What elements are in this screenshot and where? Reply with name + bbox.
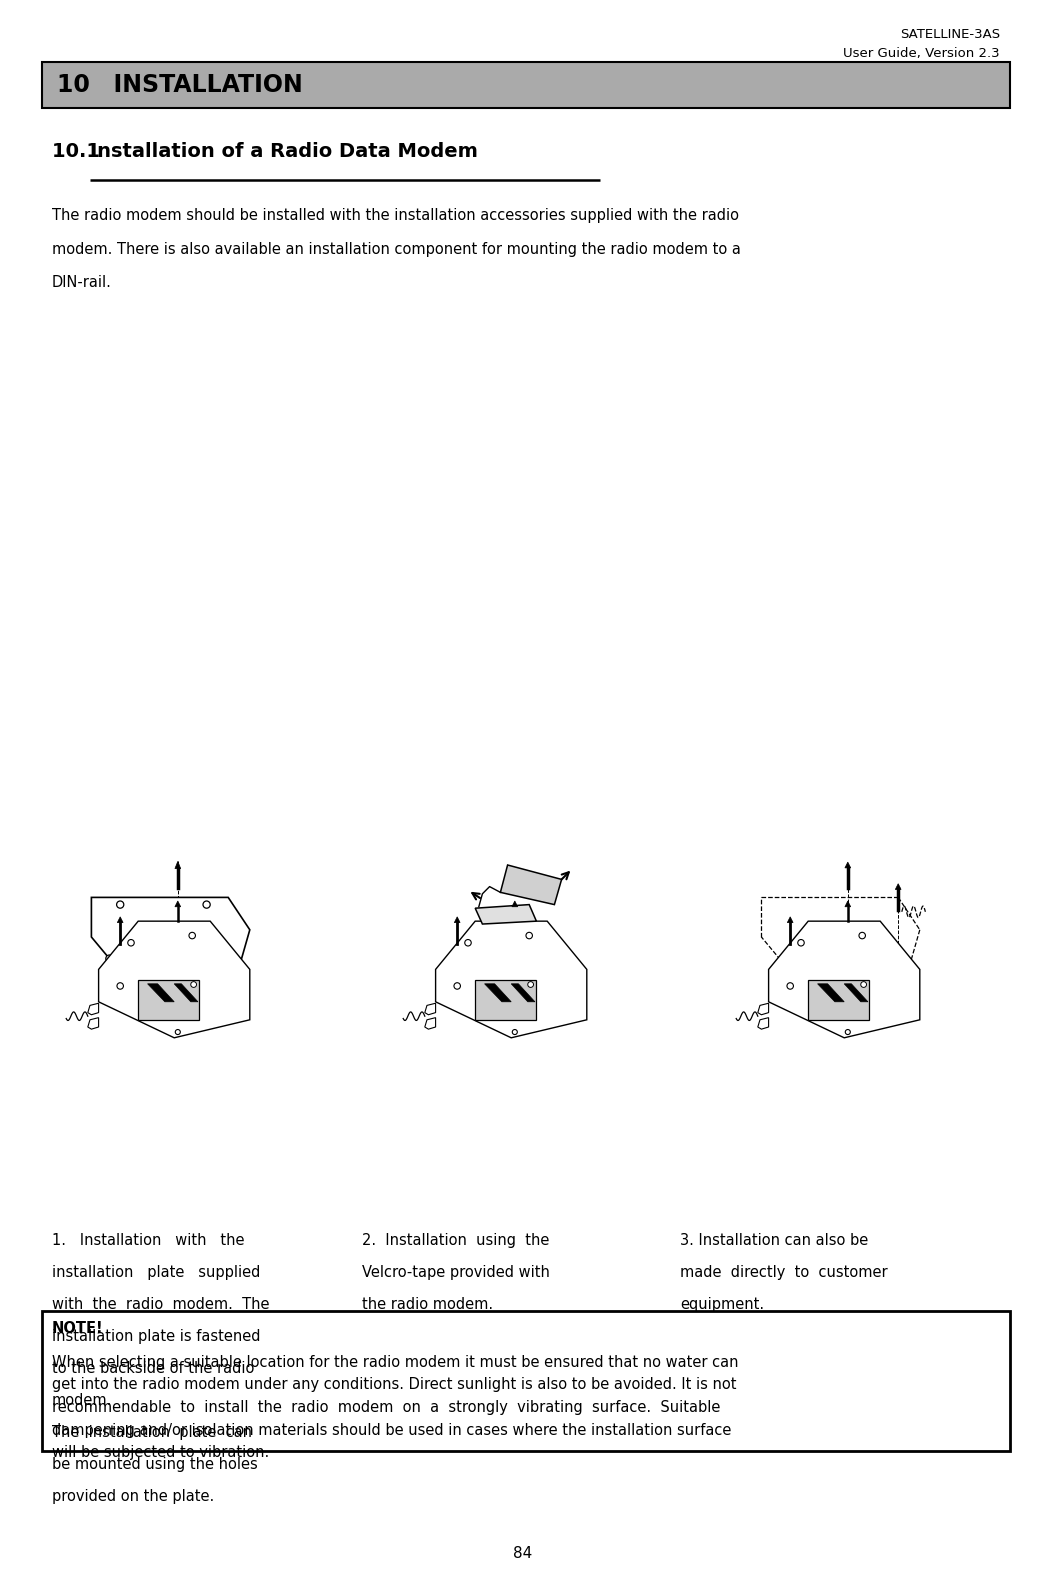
Polygon shape — [787, 918, 793, 922]
Circle shape — [127, 940, 134, 946]
Text: The  installation  plate  can: The installation plate can — [52, 1426, 252, 1440]
Circle shape — [528, 981, 534, 988]
Circle shape — [117, 902, 123, 908]
Bar — [42, 1311, 1011, 1451]
Circle shape — [526, 932, 533, 938]
Polygon shape — [475, 905, 536, 924]
Text: 1.   Installation   with   the: 1. Installation with the — [52, 1233, 245, 1247]
Polygon shape — [844, 984, 868, 1002]
Polygon shape — [175, 862, 181, 868]
Polygon shape — [896, 884, 901, 889]
Polygon shape — [436, 921, 587, 1037]
Circle shape — [861, 981, 866, 988]
Text: 84: 84 — [513, 1545, 532, 1561]
Text: User Guide, Version 2.3: User Guide, Version 2.3 — [843, 48, 1000, 61]
Circle shape — [859, 932, 865, 938]
Text: will be subjected to vibration.: will be subjected to vibration. — [52, 1445, 270, 1461]
Text: 10 INSTALLATION: 10 INSTALLATION — [57, 73, 303, 97]
Polygon shape — [501, 865, 561, 905]
Polygon shape — [817, 984, 844, 1002]
Text: dampening and/or isolation materials should be used in cases where the installat: dampening and/or isolation materials sho… — [52, 1423, 731, 1437]
Circle shape — [465, 940, 471, 946]
Polygon shape — [425, 1004, 436, 1015]
Circle shape — [454, 983, 461, 989]
Text: to the backside of the radio: to the backside of the radio — [52, 1360, 254, 1376]
Text: 2.  Installation  using  the: 2. Installation using the — [362, 1233, 550, 1247]
Text: recommendable  to  install  the  radio  modem  on  a  strongly  vibrating  surfa: recommendable to install the radio modem… — [52, 1400, 720, 1415]
Polygon shape — [117, 918, 123, 922]
Polygon shape — [175, 984, 198, 1002]
Polygon shape — [88, 1004, 98, 1015]
Text: The radio modem should be installed with the installation accessories supplied w: The radio modem should be installed with… — [52, 209, 739, 223]
Text: equipment.: equipment. — [680, 1297, 764, 1313]
Polygon shape — [475, 980, 536, 1020]
Text: 3. Installation can also be: 3. Installation can also be — [680, 1233, 868, 1247]
Circle shape — [176, 1029, 181, 1034]
Text: modem.: modem. — [52, 1392, 113, 1408]
Circle shape — [797, 940, 805, 946]
Text: NOTE!: NOTE! — [52, 1321, 103, 1337]
Circle shape — [512, 1029, 517, 1034]
Polygon shape — [485, 984, 511, 1002]
Polygon shape — [845, 862, 851, 868]
Text: provided on the plate.: provided on the plate. — [52, 1489, 214, 1504]
Polygon shape — [91, 897, 250, 980]
Text: modem. There is also available an installation component for mounting the radio : modem. There is also available an instal… — [52, 242, 741, 256]
Bar — [42, 62, 1011, 108]
Polygon shape — [88, 1018, 98, 1029]
Polygon shape — [98, 921, 250, 1037]
Text: be mounted using the holes: be mounted using the holes — [52, 1458, 258, 1472]
Polygon shape — [769, 921, 920, 1037]
Circle shape — [106, 954, 113, 962]
Circle shape — [189, 932, 195, 938]
Polygon shape — [845, 902, 851, 906]
Text: SATELLINE-3AS: SATELLINE-3AS — [900, 29, 1000, 41]
Polygon shape — [512, 902, 517, 906]
Polygon shape — [455, 918, 460, 922]
Text: installation   plate   supplied: installation plate supplied — [52, 1265, 260, 1281]
Circle shape — [203, 902, 210, 908]
Text: When selecting a suitable location for the radio modem it must be ensured that n: When selecting a suitable location for t… — [52, 1356, 739, 1370]
Polygon shape — [511, 984, 535, 1002]
Polygon shape — [147, 984, 175, 1002]
Circle shape — [220, 954, 228, 962]
Text: Installation of a Radio Data Modem: Installation of a Radio Data Modem — [90, 142, 478, 161]
Polygon shape — [808, 980, 869, 1020]
Circle shape — [191, 981, 196, 988]
Text: DIN-rail.: DIN-rail. — [52, 276, 112, 290]
Polygon shape — [758, 1018, 769, 1029]
Polygon shape — [175, 902, 181, 906]
Text: the radio modem.: the radio modem. — [362, 1297, 493, 1313]
Text: 10.1: 10.1 — [52, 142, 114, 161]
Circle shape — [845, 1029, 851, 1034]
Text: get into the radio modem under any conditions. Direct sunlight is also to be avo: get into the radio modem under any condi… — [52, 1378, 737, 1392]
Polygon shape — [138, 980, 200, 1020]
Circle shape — [787, 983, 793, 989]
Text: with  the  radio  modem.  The: with the radio modem. The — [52, 1297, 270, 1313]
Circle shape — [117, 983, 123, 989]
Text: made  directly  to  customer: made directly to customer — [680, 1265, 887, 1281]
Text: installation plate is fastened: installation plate is fastened — [52, 1329, 260, 1344]
Polygon shape — [758, 1004, 769, 1015]
Text: Velcro-tape provided with: Velcro-tape provided with — [362, 1265, 550, 1281]
Polygon shape — [425, 1018, 436, 1029]
